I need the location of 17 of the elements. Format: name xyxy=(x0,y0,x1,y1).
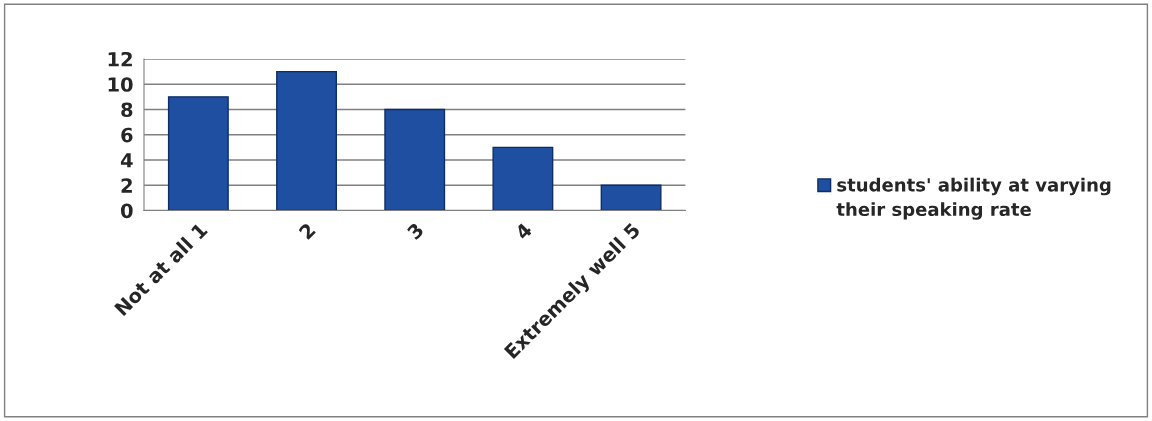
legend-label: students' ability at varying their speaking rate xyxy=(836,177,1111,220)
bar xyxy=(492,146,554,211)
bar xyxy=(600,184,662,211)
x-tick-label: 3 xyxy=(406,222,425,241)
y-tick-label: 10 xyxy=(108,77,133,92)
x-tick-label: 4 xyxy=(514,221,533,241)
x-tick-label: Not at all 1 xyxy=(113,221,209,317)
y-tick-label: 4 xyxy=(120,153,133,168)
y-tick-label: 6 xyxy=(121,127,133,143)
y-tick-label: 2 xyxy=(121,178,132,193)
x-tick-label: 2 xyxy=(298,222,316,240)
bar xyxy=(167,96,229,211)
bar xyxy=(384,108,446,211)
y-tick-label: 8 xyxy=(121,102,133,118)
y-tick-label: 12 xyxy=(108,51,132,67)
y-tick-label: 0 xyxy=(120,203,133,219)
bar xyxy=(276,70,337,211)
